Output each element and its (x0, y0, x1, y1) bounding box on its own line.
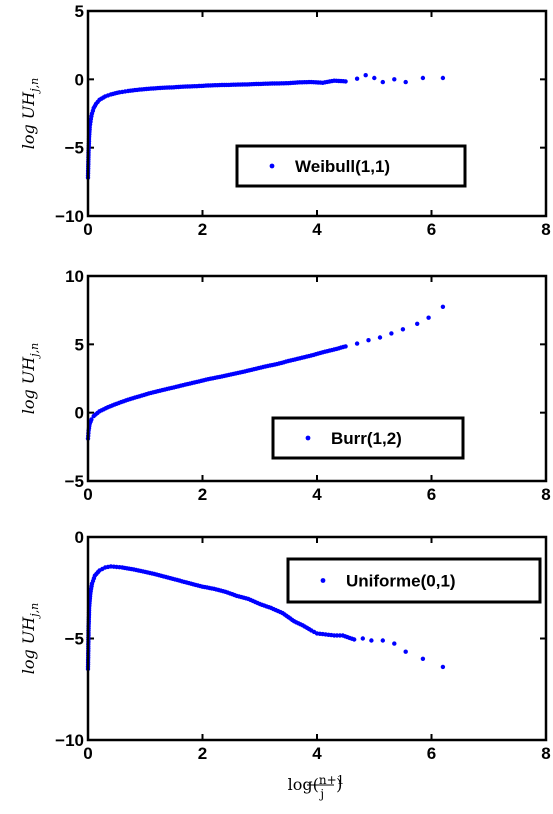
x-tick-label: 6 (427, 485, 436, 504)
data-point (415, 321, 420, 326)
y-tick-label: −5 (65, 472, 84, 491)
data-point (372, 75, 377, 81)
x-tick-label: 0 (83, 220, 92, 239)
x-tick-label: 4 (312, 744, 322, 763)
x-tick-label: 4 (312, 485, 322, 504)
weibull-panel: 5 0 −5 −10 0 2 4 6 8 Weibull(1,1) log UHj,n (19, 2, 551, 239)
legend-marker (305, 435, 311, 441)
x-tick-label: 8 (541, 485, 550, 504)
data-point (89, 417, 94, 422)
x-tick-labels: 0 2 4 6 8 (83, 276, 551, 504)
axes-frame (86, 274, 548, 483)
data-point (440, 304, 446, 309)
data-point (389, 331, 394, 336)
legend-marker (269, 163, 275, 169)
legend-marker (320, 578, 326, 583)
legend-label: Uniforme(0,1) (346, 572, 456, 591)
uniforme-panel: 0 −5 −10 0 2 4 6 8 Uniforme(0,1) log UHj,n (19, 528, 551, 763)
data-point (343, 79, 348, 84)
x-tick-label: 2 (198, 485, 207, 504)
data-point (377, 335, 383, 340)
data-point (420, 75, 426, 81)
data-point (360, 636, 365, 641)
y-tick-label: 0 (75, 528, 84, 547)
y-axis-label: log UHj,n (19, 78, 41, 150)
data-point (400, 327, 406, 332)
y-tick-label: 0 (75, 70, 84, 89)
x-tick-label: 4 (312, 220, 322, 239)
y-tick-label: 5 (75, 335, 84, 354)
data-point (392, 641, 397, 646)
data-point (403, 649, 408, 654)
y-axis-label: log UHj,n (19, 603, 41, 675)
legend-box (286, 557, 542, 604)
legend-box (235, 144, 467, 188)
data-point (426, 315, 431, 320)
legend-label: Burr(1,2) (331, 429, 402, 448)
x-tick-labels: 0 2 4 6 8 (83, 11, 551, 239)
legend: Weibull(1,1) (235, 144, 467, 188)
y-tick-labels: 5 0 −5 −10 (55, 2, 546, 226)
x-tick-label: 0 (83, 744, 92, 763)
y-tick-label: −5 (65, 139, 84, 158)
data-point (343, 344, 348, 349)
y-tick-label: −5 (65, 630, 84, 649)
y-tick-labels: 10 5 0 −5 (65, 267, 546, 491)
y-tick-label: 10 (65, 267, 84, 286)
data-point (354, 76, 360, 81)
y-tick-label: −10 (55, 731, 84, 750)
x-tick-label: 2 (198, 744, 207, 763)
x-axis-label: log(n+1 j) (288, 773, 345, 801)
data-point (354, 341, 360, 346)
data-point (352, 637, 357, 642)
legend: Uniforme(0,1) (286, 557, 542, 604)
x-tick-label: 2 (198, 220, 207, 239)
data-point (369, 638, 374, 643)
data-point (420, 656, 426, 661)
legend: Burr(1,2) (271, 416, 465, 460)
data-point (440, 664, 446, 670)
data-point (403, 79, 408, 85)
data-point (440, 75, 446, 81)
x-tick-label: 8 (541, 220, 550, 239)
legend-box (271, 416, 465, 460)
legend-label: Weibull(1,1) (295, 157, 390, 176)
y-tick-label: 0 (75, 404, 84, 423)
x-tick-label: 6 (427, 220, 436, 239)
x-tick-label: 0 (83, 485, 92, 504)
y-tick-label: −10 (55, 207, 84, 226)
scatter-series (85, 304, 446, 441)
axes-frame (86, 9, 548, 218)
data-point (366, 338, 371, 343)
y-tick-label: 5 (75, 2, 84, 21)
x-tick-label: 8 (541, 744, 550, 763)
data-point (363, 73, 368, 78)
data-point (380, 638, 385, 643)
y-axis-label: log UHj,n (19, 343, 41, 415)
data-point (380, 79, 385, 85)
data-point (392, 77, 397, 82)
x-tick-label: 6 (427, 744, 436, 763)
axes-frame (86, 535, 548, 742)
